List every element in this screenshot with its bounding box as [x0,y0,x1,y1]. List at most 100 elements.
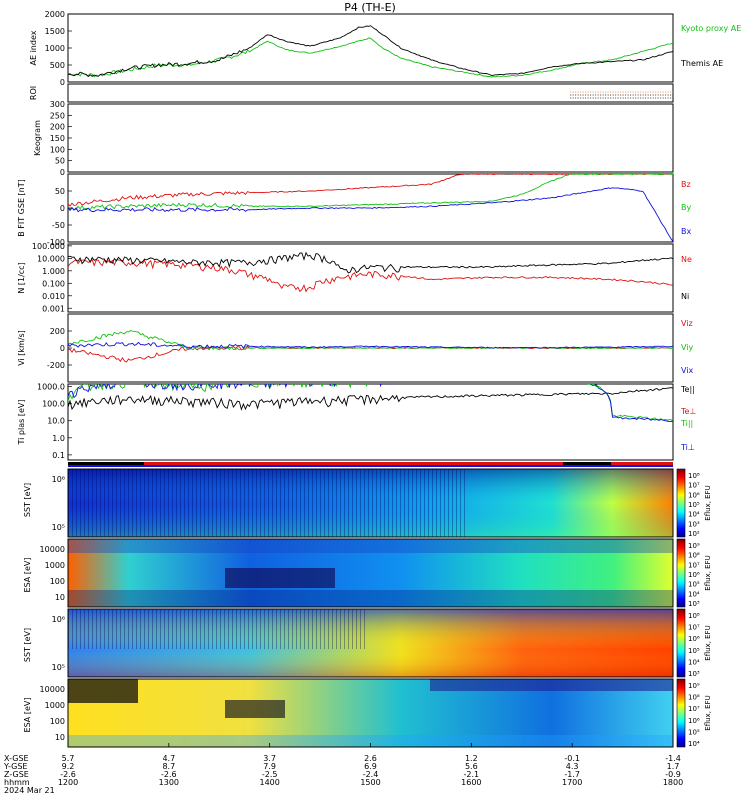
esa-i-ylabel: ESA [eV] [23,698,32,733]
keogram-panel-frame [67,103,674,173]
series-bfield-By [68,174,673,211]
row-label-x-gse: X-GSE [4,754,29,763]
y-tick-label-temperature-0: 0.1 [52,451,65,460]
series-velocity-Vix [68,341,673,350]
y-tick-label-keogram-2: 100 [50,145,65,154]
colorbars [676,468,686,748]
y-tick-labels: 0500100015002000050100150200250300-100-5… [32,10,72,742]
y-tick-label-esa_e-1: 1000 [45,561,65,570]
y-tick-label-velocity-0: -200 [47,361,65,370]
y-tick-label-ae-1: 500 [50,61,65,70]
time-axis-value-1-4: 5.6 [465,762,478,771]
legend-vix: Vix [681,366,694,375]
colorbar-tick-sst_i-1: 10⁷ [688,624,700,632]
sst-e-ylabel: SST [eV] [23,483,32,517]
ae-panel-frame [67,13,674,83]
colorbar-label-sst_i: Eflux, EFU [704,625,712,660]
row-label-y-gse: Y-GSE [3,762,27,771]
time-axis-value-0-6: -1.4 [665,754,681,763]
row-label-z-gse: Z-GSE [4,770,29,779]
density-panel-frame [67,243,674,313]
y-tick-label-ae-3: 1500 [45,27,65,36]
time-axis-value-3-6: 1800 [663,778,683,787]
time-axis-value-1-1: 8.7 [162,762,175,771]
colorbar-tick-sst_i-2: 10⁶ [688,635,700,643]
y-tick-label-temperature-4: 1000.0 [37,383,65,392]
spectrogram-sst-e [67,468,674,538]
time-axis-value-3-0: 1200 [58,778,78,787]
series-temperature-Ti|| [68,384,673,422]
y-tick-label-velocity-2: 200 [50,327,65,336]
time-axis-value-0-1: 4.7 [162,754,175,763]
velocity-ylabel: Vi [km/s] [17,330,26,366]
y-tick-label-bfield-2: 0 [60,204,65,213]
legend-bx: Bx [681,227,691,236]
colorbar-sst-i [676,608,686,678]
y-tick-label-ae-2: 1000 [45,44,65,53]
y-tick-label-sst_i-0: 10⁶ [52,615,65,624]
time-axis-value-3-5: 1700 [562,778,582,787]
spectrogram-esa-i [67,678,674,748]
time-axis-value-3-2: 1400 [259,778,279,787]
time-axis-value-2-6: -0.9 [665,770,681,779]
colorbar-esa-e [676,538,686,608]
colorbar-tick-esa_e-2: 10⁷ [688,561,700,569]
series-density-Ne [68,259,673,293]
time-axis-value-1-5: 4.3 [566,762,579,771]
y-tick-label-density-2: 0.100 [42,279,65,288]
y-tick-label-temperature-3: 100.0 [42,400,65,409]
colorbar-esa-i [676,678,686,748]
time-axis-value-3-3: 1500 [360,778,380,787]
legend-te-par: Te|| [680,385,695,394]
series-temperature-Te|| [68,387,673,411]
legend-viz: Viz [681,319,693,328]
colorbar-tick-esa_i-4: 10⁵ [688,728,700,736]
colorbar-tick-sst_i-0: 10⁸ [688,612,700,620]
y-tick-label-ae-4: 2000 [45,10,65,19]
mode-bar-red [68,462,673,465]
density-ylabel: N [1/cc] [17,262,26,293]
sst-i-ylabel: SST [eV] [23,628,32,662]
y-tick-label-keogram-1: 50 [55,157,65,166]
colorbar-sst-e [676,468,686,538]
colorbar-tick-sst_e-1: 10⁷ [688,482,700,490]
series-velocity-Viz [68,345,673,363]
legend-te-perp: Te⊥ [680,407,696,416]
time-axis-value-2-0: -2.6 [60,770,76,779]
y-axis-labels: AE index ROI Keogram B FIT GSE [nT] N [1… [17,30,42,732]
colorbar-tick-esa_e-3: 10⁶ [688,571,700,579]
colorbar-tick-esa_e-4: 10⁵ [688,581,700,589]
series-ae-Themis AE [68,25,673,78]
time-axis-value-0-3: 2.6 [364,754,377,763]
y-tick-label-esa_i-0: 10000 [40,685,65,694]
colorbar-tick-esa_i-5: 10⁴ [688,740,700,748]
line-series-layer [68,25,673,423]
legend-ti-perp: Ti⊥ [680,443,695,452]
esa-e-ylabel: ESA [eV] [23,558,32,593]
y-tick-label-density-3: 1.000 [42,267,65,276]
time-axis-row-labels: X-GSE Y-GSE Z-GSE hhmm 2024 Mar 21 [3,754,55,795]
series-ae-Kyoto proxy AE [68,37,673,78]
spectrogram-esa-e [67,538,674,608]
colorbar-tick-sst_i-4: 10⁴ [688,658,700,666]
colorbar-tick-sst_e-3: 10⁵ [688,501,700,509]
time-axis-value-2-4: -2.1 [464,770,480,779]
mode-bar-black-left [68,462,144,465]
y-tick-label-keogram-4: 200 [50,123,65,132]
y-tick-label-esa_e-0: 10000 [40,545,65,554]
series-density-Ni [68,251,673,274]
time-axis-value-0-4: 1.2 [465,754,478,763]
y-tick-label-esa_e-3: 10 [55,593,65,602]
legend-kyoto-ae: Kyoto proxy AE [681,24,741,33]
colorbar-tick-esa_e-1: 10⁸ [688,552,700,560]
time-axis-value-2-5: -1.7 [564,770,580,779]
colorbar-tick-sst_e-6: 10² [688,530,700,538]
y-tick-label-temperature-1: 1.0 [52,434,65,443]
colorbar-tick-esa_e-5: 10⁴ [688,590,700,598]
time-axis-value-1-0: 9.2 [62,762,75,771]
series-bfield-Bz [68,174,673,207]
time-axis-value-0-2: 3.7 [263,754,276,763]
colorbar-tick-esa_i-1: 10⁸ [688,694,700,702]
